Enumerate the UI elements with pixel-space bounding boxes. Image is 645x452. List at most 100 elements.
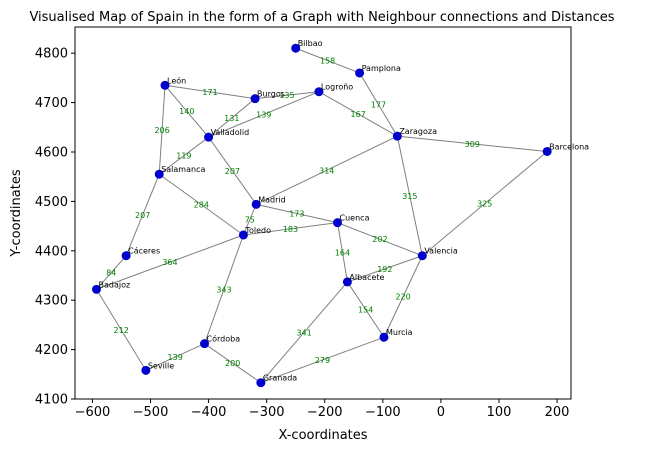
edge-salamanca-caceres <box>125 174 160 256</box>
edge-distance-label: 314 <box>319 166 334 175</box>
edge-albacete-murcia <box>346 281 385 338</box>
node-label-logrono: Logroño <box>321 83 353 92</box>
node-caceres <box>121 251 131 261</box>
node-salamanca <box>154 169 164 179</box>
node-label-bilbao: Bilbao <box>298 39 323 48</box>
node-logrono <box>314 87 324 97</box>
y-tick-label: 4100 <box>35 393 68 408</box>
edge-distance-label: 119 <box>176 152 191 161</box>
plot-frame <box>74 26 572 400</box>
edge-distance-label: 173 <box>289 209 304 218</box>
edge-distance-label: 315 <box>402 192 417 201</box>
node-label-murcia: Murcia <box>386 328 413 337</box>
edge-cordoba-seville <box>145 343 205 371</box>
edge-distance-label: 154 <box>358 306 373 315</box>
edge-distance-label: 84 <box>106 269 116 278</box>
edge-madrid-toledo <box>242 204 257 236</box>
edge-valencia-albacete <box>347 255 423 283</box>
node-label-granada: Granada <box>263 374 297 383</box>
node-label-valladolid: Valladolid <box>211 128 250 137</box>
edge-distance-label: 206 <box>154 126 169 135</box>
edge-distance-label: 140 <box>179 107 194 116</box>
edge-distance-label: 220 <box>396 292 411 301</box>
edge-leon-burgos <box>164 84 256 100</box>
node-burgos <box>250 94 260 104</box>
edge-distance-label: 135 <box>279 91 294 100</box>
edge-toledo-cuenca <box>243 222 338 236</box>
nodes-layer <box>91 43 552 388</box>
edge-albacete-granada <box>260 281 348 384</box>
edge-distance-label: 343 <box>216 285 231 294</box>
edge-zaragoza-barcelona <box>397 135 548 152</box>
edge-valencia-murcia <box>383 255 423 338</box>
node-label-seville: Seville <box>148 361 174 370</box>
edge-distance-label: 212 <box>114 326 129 335</box>
edge-logrono-zaragoza <box>318 91 398 137</box>
edge-distance-label: 284 <box>194 201 209 210</box>
x-tick-label: 0 <box>437 405 445 420</box>
chart-title: Visualised Map of Spain in the form of a… <box>29 10 614 25</box>
edge-madrid-cuenca <box>256 203 338 224</box>
node-label-burgos: Burgos <box>257 90 285 99</box>
y-tick-label: 4700 <box>35 96 68 111</box>
edge-distance-label: 207 <box>225 167 240 176</box>
edge-distance-label: 341 <box>296 328 311 337</box>
edge-distance-label: 171 <box>202 88 217 97</box>
x-tick-label: −200 <box>307 405 343 420</box>
edge-distance-label: 192 <box>377 265 392 274</box>
node-label-leon: León <box>167 75 186 85</box>
x-axis-label: X-coordinates <box>278 428 367 443</box>
x-tick-label: 100 <box>487 405 512 420</box>
edge-barcelona-valencia <box>421 151 548 257</box>
edge-distance-label: 75 <box>245 216 255 225</box>
edge-zaragoza-valencia <box>396 136 423 256</box>
edge-burgos-logrono <box>254 91 319 100</box>
x-tick-label: −100 <box>365 405 401 420</box>
edge-toledo-cordoba <box>204 234 244 344</box>
edge-distance-label: 131 <box>224 114 239 123</box>
x-tick-label: −300 <box>249 405 285 420</box>
x-tick-label: 200 <box>545 405 570 420</box>
node-label-toledo: Toledo <box>244 226 271 235</box>
edge-distance-label: 364 <box>162 258 177 267</box>
edge-distance-label: 279 <box>315 356 330 365</box>
node-label-albacete: Albacete <box>349 273 384 282</box>
y-tick-label: 4500 <box>35 195 68 210</box>
labels-layer: 158 171 140 206 135 131 139 167 177 309 314 315 325 1… <box>98 39 589 382</box>
edge-toledo-badajoz <box>96 234 244 290</box>
edge-distance-label: 183 <box>283 225 298 234</box>
node-label-salamanca: Salamanca <box>161 165 205 174</box>
node-label-cuenca: Cuenca <box>340 214 370 223</box>
edge-distance-label: 158 <box>320 57 335 66</box>
edge-distance-label: 200 <box>225 359 240 368</box>
node-label-cordoba: Córdoba <box>207 334 241 344</box>
edge-cordoba-granada <box>204 343 262 384</box>
edge-distance-label: 309 <box>465 140 480 149</box>
edge-leon-valladolid <box>164 84 209 138</box>
node-barcelona <box>542 146 552 156</box>
node-label-pamplona: Pamplona <box>362 64 401 73</box>
edge-distance-label: 164 <box>335 248 350 257</box>
edge-distance-label: 202 <box>372 235 387 244</box>
node-bilbao <box>291 43 301 53</box>
node-label-caceres: Cáceres <box>128 247 160 256</box>
node-zaragoza <box>392 131 402 141</box>
x-tick-label: −600 <box>75 405 111 420</box>
edge-cuenca-valencia <box>337 222 423 257</box>
y-tick-label: 4200 <box>35 343 68 358</box>
y-tick-label: 4300 <box>35 294 68 309</box>
node-valencia <box>417 251 427 261</box>
edge-pamplona-zaragoza <box>359 72 398 137</box>
node-seville <box>141 365 151 375</box>
node-badajoz <box>91 284 101 294</box>
edge-distance-label: 177 <box>371 101 386 110</box>
y-tick-label: 4400 <box>35 244 68 259</box>
edge-distance-label: 325 <box>477 200 492 209</box>
y-axis-ticks: 4100 4200 4300 4400 4500 4600 4700 4800 <box>35 47 75 408</box>
edge-leon-salamanca <box>158 85 166 175</box>
node-toledo <box>238 230 248 240</box>
node-pamplona <box>355 68 365 78</box>
edge-distance-label: 139 <box>256 110 271 119</box>
node-label-madrid: Madrid <box>258 195 285 204</box>
